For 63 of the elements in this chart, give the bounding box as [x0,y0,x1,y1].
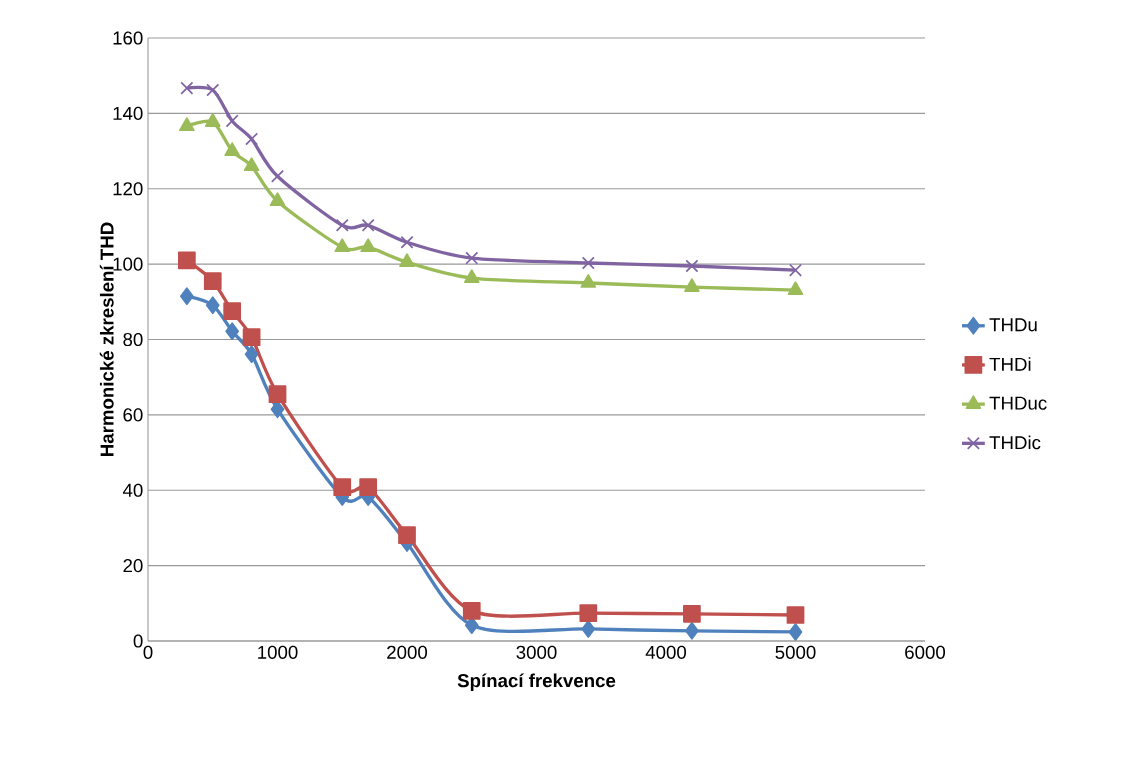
point [268,385,287,404]
x-tick-label: 3000 [516,645,557,659]
y-tick-label: 20 [123,559,143,573]
point [359,478,378,497]
legend-label: THDic [989,435,1041,450]
point [580,274,597,288]
point [334,238,351,253]
point [360,238,376,253]
x-tick-label: 2000 [387,645,428,659]
point [685,259,699,273]
point [786,606,805,624]
x-axis-title: Spínací frekvence [457,673,616,691]
legend-label: THDu [989,318,1037,332]
y-tick-label: 80 [123,332,143,347]
point [579,604,598,622]
point [581,256,595,270]
point [206,83,220,97]
point [399,253,415,268]
point [177,251,196,270]
point [244,345,259,364]
point [788,263,803,277]
point [462,601,481,620]
point [398,526,416,544]
point [242,328,261,347]
point [400,235,414,249]
point [683,604,701,623]
point [269,192,286,207]
point [333,478,352,497]
point [180,81,194,95]
point [581,620,596,638]
y-tick-label: 100 [113,257,143,271]
point [179,287,194,306]
point [223,302,242,321]
point [225,322,240,341]
x-tick-label: 5000 [775,645,816,659]
x-tick-label: 1000 [258,645,298,659]
point [787,281,804,295]
point [179,117,195,132]
x-tick-label: 4000 [645,645,687,659]
y-tick-label: 160 [113,31,143,45]
y-tick-label: 60 [123,408,143,422]
point [224,142,240,156]
point [204,113,221,127]
y-tick-label: 0 [133,634,143,648]
point [788,623,803,641]
point [243,157,260,172]
y-tick-label: 120 [113,182,143,196]
point [463,269,480,283]
y-axis-title: Harmonické zkreslení THD [99,222,114,456]
point [465,251,479,265]
legend-label: THDuc [989,396,1047,410]
point [335,218,349,232]
point [205,296,220,315]
point [203,272,222,290]
point [361,218,375,232]
y-tick-label: 140 [113,106,143,120]
x-tick-label: 6000 [905,645,946,659]
point [245,132,259,146]
legend-label: THDi [989,357,1031,371]
point [685,621,699,640]
y-tick-label: 40 [122,483,143,497]
point [684,278,700,292]
x-tick-label: 0 [143,645,153,659]
